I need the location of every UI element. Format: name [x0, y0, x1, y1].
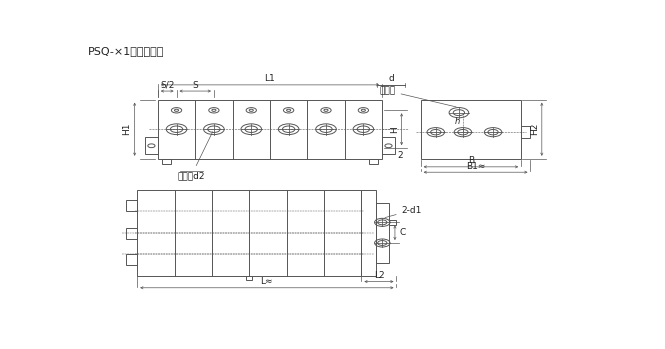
Text: L1: L1 — [265, 74, 275, 83]
Text: H2: H2 — [530, 123, 539, 135]
Text: L≈: L≈ — [261, 277, 273, 287]
Text: H: H — [390, 126, 399, 133]
Text: 2-d1: 2-d1 — [385, 206, 422, 217]
Bar — [137, 190, 362, 276]
Text: C: C — [399, 228, 405, 237]
Bar — [246, 276, 253, 280]
Bar — [158, 100, 382, 159]
Bar — [376, 202, 389, 263]
Bar — [382, 138, 395, 154]
Bar — [368, 159, 378, 164]
Text: PSQ-×1系列外形图: PSQ-×1系列外形图 — [88, 46, 165, 56]
Text: 进油口: 进油口 — [380, 86, 456, 107]
Bar — [145, 138, 158, 154]
Bar — [126, 228, 137, 239]
Text: L2: L2 — [374, 271, 384, 280]
Bar — [362, 190, 376, 276]
Text: h: h — [455, 117, 460, 126]
Bar — [389, 220, 396, 225]
Text: B1≈: B1≈ — [466, 162, 485, 171]
Text: B: B — [468, 156, 474, 165]
Bar — [421, 100, 521, 159]
Text: 2: 2 — [398, 151, 403, 160]
Text: d: d — [388, 74, 394, 83]
Text: S: S — [192, 81, 198, 90]
Text: S/2: S/2 — [160, 81, 174, 90]
Bar — [521, 126, 531, 138]
Bar — [126, 254, 137, 265]
Text: H1: H1 — [122, 123, 132, 135]
Bar — [162, 159, 172, 164]
Text: 出油口d2: 出油口d2 — [178, 132, 213, 180]
Bar — [126, 200, 137, 211]
